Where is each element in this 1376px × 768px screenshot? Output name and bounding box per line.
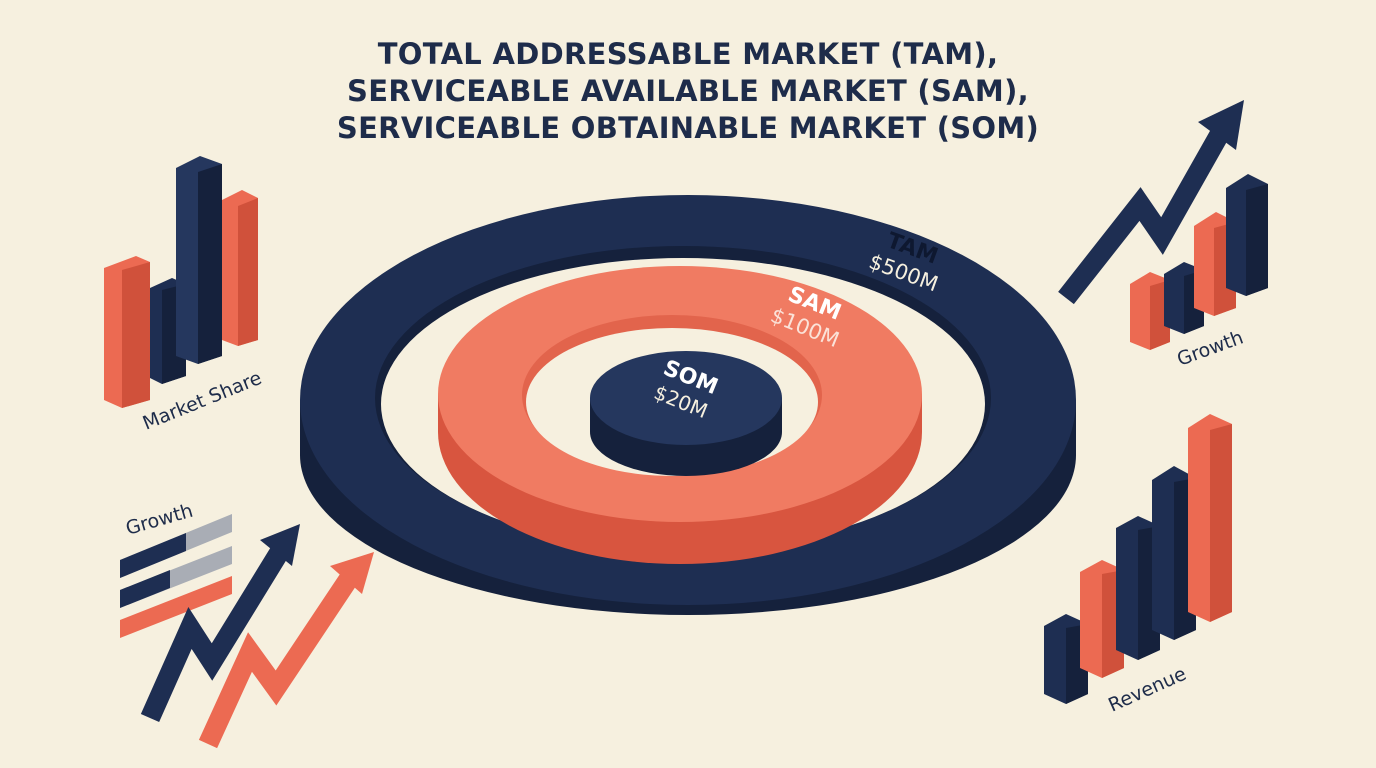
growth-arrow-top-right <box>1058 100 1244 305</box>
revenue-label: Revenue <box>1105 663 1190 717</box>
revenue-chart <box>1044 414 1232 704</box>
title-line-1: TOTAL ADDRESSABLE MARKET (TAM), <box>377 37 999 71</box>
growth-top-right-bars <box>1130 174 1268 350</box>
market-share-chart <box>104 156 258 408</box>
title-line-3: SERVICEABLE OBTAINABLE MARKET (SOM) <box>336 111 1040 145</box>
title-line-2: SERVICEABLE AVAILABLE MARKET (SAM), <box>347 74 1029 108</box>
growth-arrow-coral <box>198 552 374 749</box>
som-disc <box>590 351 782 476</box>
page-title: TOTAL ADDRESSABLE MARKET (TAM), SERVICEA… <box>0 36 1376 147</box>
growth-left-bars <box>120 514 232 638</box>
growth-arrow-navy <box>140 524 300 723</box>
